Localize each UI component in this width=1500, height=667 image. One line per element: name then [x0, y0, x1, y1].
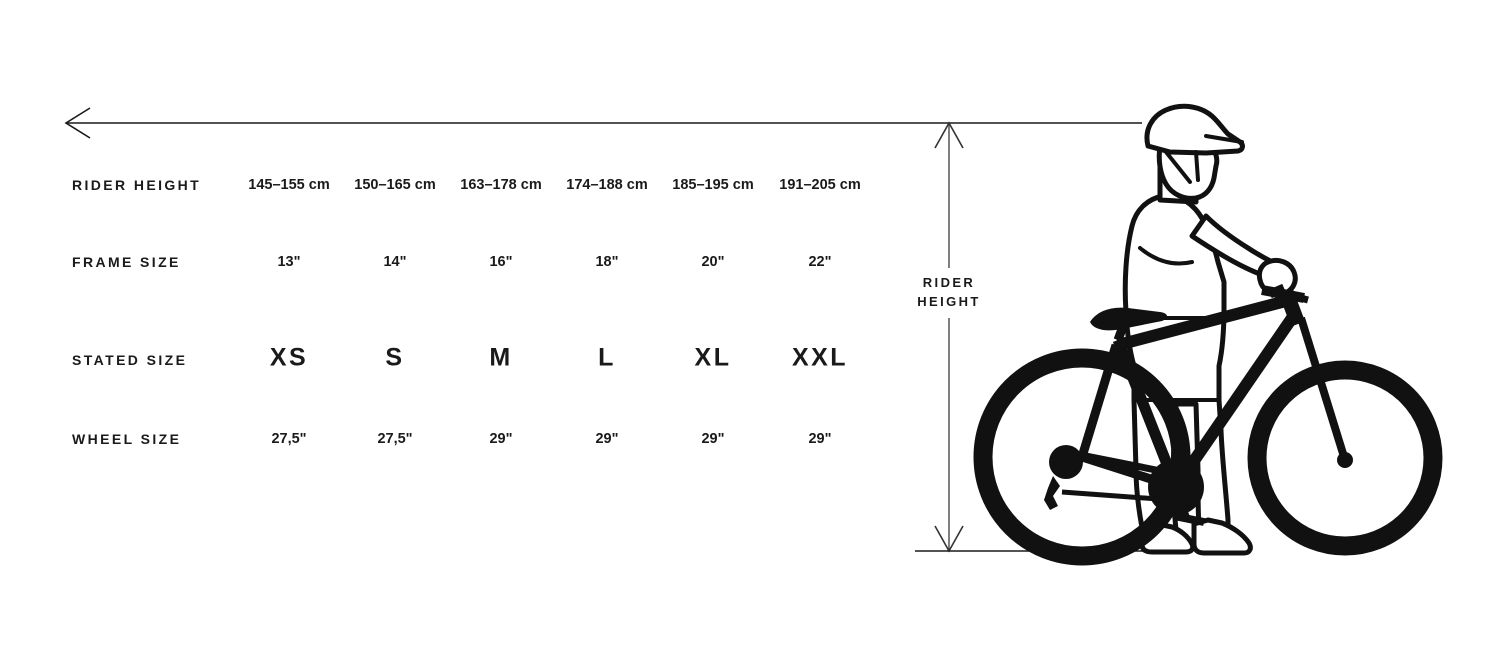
- cell-frame-size-xxl: 22": [808, 254, 832, 270]
- cell-frame-size-xl: 20": [701, 254, 725, 270]
- cell-rider-height-xs: 145–155 cm: [248, 177, 330, 193]
- row-label-wheel-size: WHEEL SIZE: [72, 431, 182, 447]
- cell-stated-size-xl: XL: [694, 343, 732, 372]
- row-label-rider-height: RIDER HEIGHT: [72, 177, 202, 193]
- down-tube: [1171, 314, 1297, 491]
- rider-height-dimension-label-line2: HEIGHT: [917, 294, 981, 309]
- seat-tube: [1112, 337, 1182, 490]
- crank-arm: [1172, 485, 1190, 520]
- cell-wheel-size-xl: 29": [701, 431, 725, 447]
- cell-rider-height-xl: 185–195 cm: [672, 177, 754, 193]
- rider-height-dimension-label-line1: RIDER: [922, 275, 976, 291]
- cell-wheel-size-l: 29": [595, 431, 619, 447]
- cell-frame-size-m: 16": [489, 254, 513, 270]
- cell-wheel-size-m: 29": [489, 431, 513, 447]
- sleeve-line: [1138, 246, 1194, 266]
- seatstay: [1077, 343, 1121, 459]
- cell-rider-height-xxl: 191–205 cm: [779, 177, 861, 193]
- cell-stated-size-xs: XS: [269, 343, 309, 372]
- cell-stated-size-xxl: XXL: [791, 343, 849, 372]
- rear-wheel: [973, 348, 1191, 566]
- cell-wheel-size-xxl: 29": [808, 431, 832, 447]
- cell-stated-size-m: M: [489, 343, 513, 372]
- rider-shoe-front: [1191, 517, 1253, 556]
- cell-rider-height-s: 150–165 cm: [354, 177, 436, 193]
- rider-height-dimension-label: RIDER HEIGHT: [917, 274, 981, 312]
- rider-figure: [1122, 103, 1298, 556]
- front-wheel: [1247, 360, 1443, 556]
- rear-derailleur: [1044, 476, 1060, 510]
- handlebar-grip: [1289, 291, 1309, 304]
- top-tube: [1116, 294, 1292, 351]
- cell-rider-height-m: 163–178 cm: [460, 177, 542, 193]
- rider-helmet: [1144, 103, 1245, 156]
- helmet-strap-2: [1194, 150, 1200, 182]
- cell-frame-size-s: 14": [383, 254, 407, 270]
- row-label-stated-size: STATED SIZE: [72, 352, 188, 368]
- chainstay: [1080, 452, 1178, 492]
- cell-stated-size-s: S: [385, 343, 405, 372]
- up-arrowhead-icon: [934, 121, 964, 149]
- cell-wheel-size-s: 27,5": [377, 431, 413, 447]
- pedal: [1173, 512, 1205, 526]
- bicycle: [973, 283, 1443, 566]
- helmet-strap: [1164, 150, 1192, 184]
- cell-rider-height-l: 174–188 cm: [566, 177, 648, 193]
- row-label-frame-size: FRAME SIZE: [72, 254, 181, 270]
- cell-wheel-size-xs: 27,5": [271, 431, 307, 447]
- left-arrowhead-icon: [64, 107, 91, 139]
- helmet-visor: [1204, 134, 1244, 144]
- cell-stated-size-l: L: [598, 343, 616, 372]
- rider-body-shape: [1122, 193, 1231, 551]
- cyclist-illustration: [973, 103, 1443, 566]
- rear-cassette: [1049, 445, 1083, 479]
- cell-frame-size-l: 18": [595, 254, 619, 270]
- saddle: [1090, 307, 1168, 331]
- front-fork: [1297, 316, 1349, 462]
- cell-frame-size-xs: 13": [277, 254, 301, 270]
- chain-lower: [1061, 489, 1173, 503]
